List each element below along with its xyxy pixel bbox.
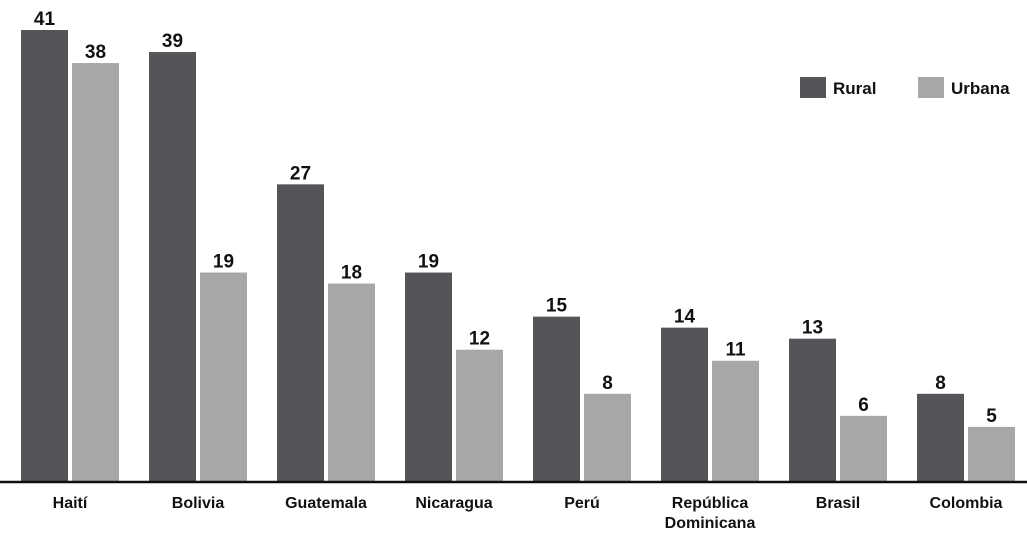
- category-label-peru: Perú: [564, 495, 600, 512]
- value-label-rural-guatemala: 27: [290, 163, 311, 184]
- category-label-republica-dominicana: República Dominicana: [665, 495, 756, 532]
- legend-label-rural: Rural: [833, 79, 876, 98]
- value-label-urbana-nicaragua: 12: [469, 329, 490, 350]
- bar-urbana-republica-dominicana: [712, 360, 759, 482]
- value-label-rural-brasil: 13: [802, 318, 823, 339]
- value-label-rural-bolivia: 39: [162, 31, 183, 52]
- value-label-rural-colombia: 8: [935, 373, 946, 394]
- category-labels-layer: Haití Bolivia Guatemala Nicaragua Perú Repúbl…: [53, 495, 1003, 532]
- value-label-urbana-brasil: 6: [858, 395, 869, 416]
- value-label-urbana-haiti: 38: [85, 42, 106, 63]
- category-label-guatemala: Guatemala: [285, 495, 367, 512]
- value-label-rural-nicaragua: 19: [418, 252, 439, 273]
- value-label-urbana-bolivia: 19: [213, 252, 234, 273]
- legend: Rural Urbana: [800, 77, 1010, 98]
- bar-urbana-haiti: [72, 63, 119, 482]
- bar-urbana-peru: [584, 393, 631, 482]
- legend-swatch-urbana: [918, 77, 944, 98]
- legend-label-urbana: Urbana: [951, 79, 1010, 98]
- bar-rural-republica-dominicana: [661, 327, 708, 482]
- value-label-urbana-peru: 8: [602, 373, 613, 394]
- category-label-bolivia: Bolivia: [172, 495, 225, 512]
- bars-layer: [21, 30, 1015, 483]
- category-label-haiti: Haití: [53, 495, 88, 512]
- bar-rural-bolivia: [149, 52, 196, 483]
- value-label-urbana-republica-dominicana: 11: [725, 340, 746, 361]
- value-labels-layer: 41 38 39 19 27 18 19 12 15 8 14 11 13 6 8 5: [34, 9, 997, 427]
- value-label-urbana-guatemala: 18: [341, 263, 362, 284]
- value-label-urbana-colombia: 5: [986, 406, 997, 427]
- value-label-rural-republica-dominicana: 14: [674, 307, 696, 328]
- bar-urbana-bolivia: [200, 272, 247, 482]
- bar-urbana-colombia: [968, 426, 1015, 482]
- bar-rural-guatemala: [277, 184, 324, 482]
- bar-rural-nicaragua: [405, 272, 452, 482]
- category-label-nicaragua: Nicaragua: [415, 495, 492, 512]
- category-label-colombia: Colombia: [930, 495, 1003, 512]
- bar-urbana-brasil: [840, 415, 887, 482]
- bar-urbana-guatemala: [328, 283, 375, 482]
- category-label-brasil: Brasil: [816, 495, 860, 512]
- value-label-rural-haiti: 41: [34, 9, 56, 30]
- bar-rural-brasil: [789, 338, 836, 482]
- bar-rural-colombia: [917, 393, 964, 482]
- bar-urbana-nicaragua: [456, 349, 503, 482]
- value-label-rural-peru: 15: [546, 296, 568, 317]
- bar-rural-peru: [533, 316, 580, 482]
- bar-rural-haiti: [21, 30, 68, 482]
- legend-swatch-rural: [800, 77, 826, 98]
